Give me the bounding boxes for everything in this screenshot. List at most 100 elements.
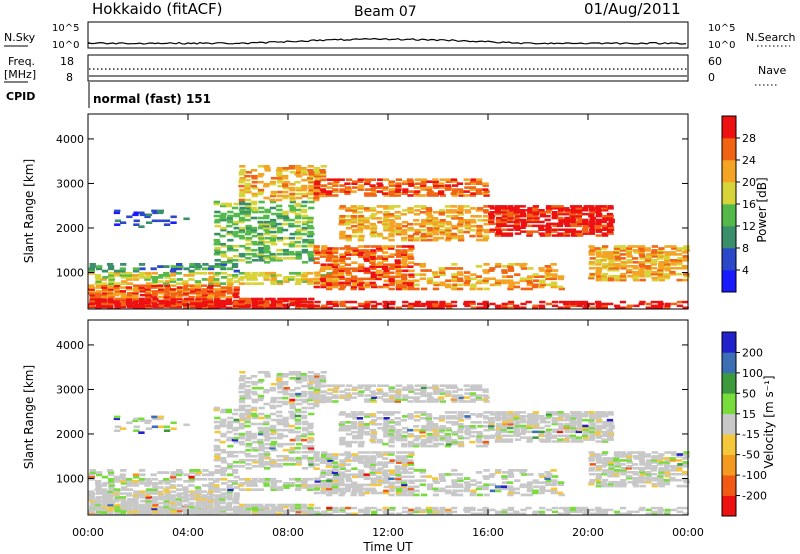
power-cell: [469, 194, 476, 197]
power-cell: [507, 269, 515, 272]
power-cell: [239, 176, 246, 180]
velocity-cell: [558, 415, 565, 418]
power-cell: [558, 287, 565, 291]
beam-title: Beam 07: [354, 4, 417, 20]
velocity-cell: [638, 459, 645, 462]
velocity-cell: [264, 467, 271, 470]
velocity-cell: [306, 488, 314, 491]
power-cell: [339, 277, 346, 281]
power-cell: [106, 290, 114, 293]
velocity-cell: [263, 402, 270, 406]
velocity-cell: [356, 417, 364, 420]
velocity-cell: [546, 428, 553, 432]
power-cell: [595, 270, 602, 274]
power-cell: [357, 253, 364, 256]
power-cell: [145, 290, 152, 293]
power-cell: [389, 224, 396, 228]
velocity-cell: [333, 384, 340, 387]
power-cell: [406, 178, 414, 181]
velocity-cell: [207, 506, 214, 510]
power-cell: [456, 188, 464, 191]
power-cell: [570, 207, 578, 210]
power-cell: [445, 234, 453, 238]
velocity-cell: [626, 471, 633, 474]
velocity-cell: [375, 471, 382, 474]
velocity-cell: [356, 436, 364, 440]
power-cell: [413, 283, 420, 287]
power-cell: [376, 182, 383, 185]
velocity-cell: [107, 499, 114, 503]
velocity-cell: [307, 440, 314, 444]
velocity-cell: [145, 492, 152, 495]
power-cell: [495, 207, 503, 210]
velocity-cell: [283, 424, 290, 428]
velocity-cell: [225, 408, 232, 412]
velocity-cell: [425, 506, 433, 510]
power-cell: [445, 279, 452, 283]
power-cell: [363, 209, 371, 212]
velocity-cell: [388, 481, 395, 485]
power-cell: [101, 286, 108, 289]
velocity-cell: [363, 455, 370, 458]
velocity-cell: [507, 413, 515, 416]
power-cell: [394, 190, 401, 193]
power-cell: [477, 302, 484, 306]
velocity-cell: [320, 481, 327, 485]
velocity-cell: [476, 430, 483, 434]
velocity-cell: [445, 485, 452, 489]
power-cell: [201, 297, 209, 301]
power-cell: [582, 224, 589, 228]
power-cell: [332, 247, 339, 250]
power-cell: [275, 300, 282, 304]
velocity-cell: [550, 469, 557, 472]
velocity-cell: [664, 471, 671, 474]
power-cell: [275, 222, 282, 226]
velocity-cell: [145, 419, 153, 423]
power-cell: [608, 276, 615, 280]
power-cell: [194, 267, 201, 271]
velocity-cell: [483, 436, 490, 440]
velocity-cell: [220, 432, 227, 436]
power-cell: [481, 238, 489, 242]
power-cell: [313, 167, 320, 170]
power-cell: [332, 182, 339, 185]
velocity-cell: [257, 480, 264, 483]
power-cell: [651, 270, 658, 274]
power-cell: [589, 228, 596, 231]
power-cell: [238, 184, 245, 188]
power-cell: [556, 285, 564, 289]
velocity-cell: [302, 428, 309, 432]
power-cell: [226, 288, 233, 291]
power-cell: [107, 267, 115, 271]
power-cell: [313, 281, 321, 285]
power-cell: [214, 293, 221, 297]
power-cell: [363, 255, 370, 258]
velocity-cell: [526, 424, 533, 428]
velocity-cell: [388, 461, 395, 464]
power-cell: [306, 192, 314, 196]
velocity-cell: [321, 453, 328, 456]
velocity-cell: [445, 421, 453, 424]
power-cell: [501, 265, 509, 268]
power-cell: [521, 263, 528, 266]
velocity-cell: [314, 384, 321, 388]
power-cell: [102, 276, 109, 279]
velocity-cell: [488, 428, 496, 432]
velocity-cell: [507, 475, 515, 478]
power-cell: [244, 246, 251, 250]
power-cell: [407, 226, 414, 230]
power-cell: [321, 247, 328, 250]
power-cell: [426, 304, 433, 308]
velocity-cell: [170, 494, 177, 497]
velocity-cell: [139, 512, 146, 515]
velocity-cell: [238, 398, 246, 402]
power-cell: [633, 251, 640, 254]
power-cell: [271, 212, 278, 216]
power-cell: [625, 249, 633, 252]
velocity-cell: [370, 423, 377, 426]
velocity-cell: [419, 417, 427, 420]
velocity-cell: [675, 459, 683, 462]
power-cell: [352, 277, 359, 281]
power-cell: [475, 232, 482, 236]
velocity-cell: [408, 510, 415, 514]
